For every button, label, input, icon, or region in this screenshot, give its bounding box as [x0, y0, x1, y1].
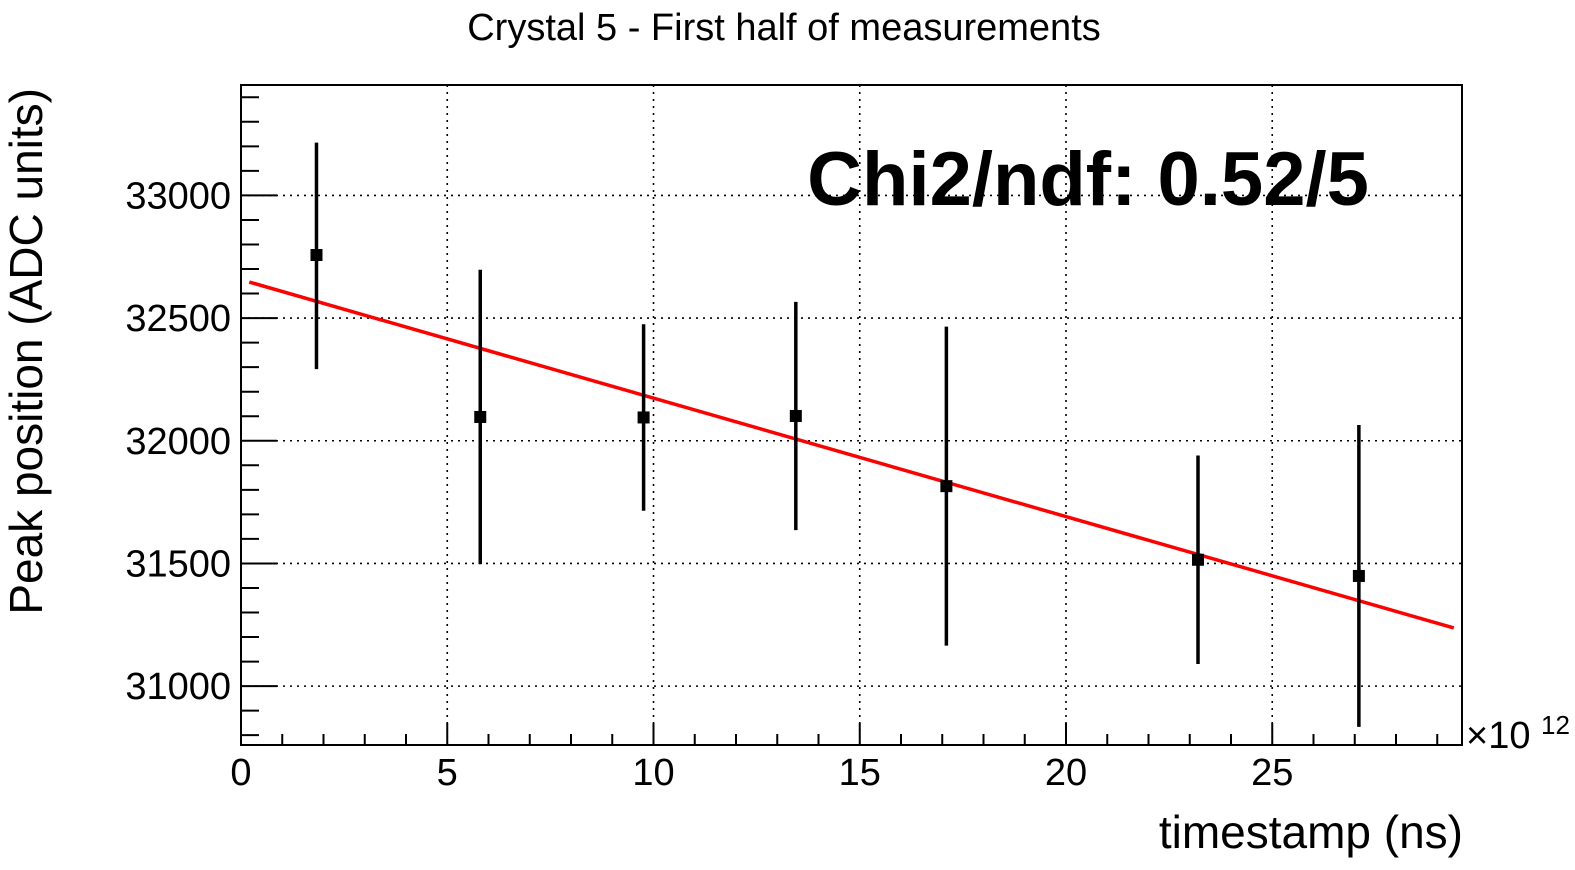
- x-tick-label: 0: [230, 752, 251, 794]
- x-exponent-power: 12: [1541, 710, 1570, 740]
- x-axis-label: timestamp (ns): [1159, 806, 1463, 858]
- x-tick-label: 5: [437, 752, 458, 794]
- plot-frame: [240, 84, 1463, 746]
- data-point-group: [310, 142, 323, 370]
- chi2-annotation: Chi2/ndf: 0.52/5: [807, 137, 1369, 222]
- data-point: [637, 411, 650, 424]
- data-point: [789, 409, 802, 422]
- data-point-group: [474, 269, 487, 565]
- data-point: [1192, 553, 1204, 566]
- y-tick-label: 33000: [125, 175, 231, 217]
- fit-layer: [248, 280, 1455, 630]
- x-exponent-base: ×10: [1466, 715, 1530, 757]
- grid: [241, 85, 1462, 745]
- x-tick-label: 10: [632, 752, 674, 794]
- chart-title: Crystal 5 - First half of measurements: [467, 7, 1101, 49]
- data-point: [940, 480, 953, 493]
- x-tick-label: 20: [1045, 752, 1087, 794]
- axes: 0 5 10 15 20 25 31000 31500 32000 32500 33000: [125, 96, 1439, 794]
- data-point: [1352, 569, 1365, 582]
- data-point-group: [940, 326, 953, 646]
- y-tick-label: 32000: [125, 421, 231, 463]
- data-point-group: [789, 301, 802, 531]
- x-exponent: ×10 12: [1466, 710, 1570, 757]
- fit-line: [248, 280, 1455, 630]
- data-point-group: [637, 324, 650, 511]
- data-point: [310, 249, 323, 262]
- x-tick-label: 25: [1251, 752, 1293, 794]
- y-tick-label: 32500: [125, 298, 231, 340]
- y-tick-label: 31000: [125, 666, 231, 708]
- y-tick-label: 31500: [125, 543, 231, 585]
- x-tick-label: 15: [839, 752, 881, 794]
- data-point-group: [1352, 425, 1365, 727]
- data-point: [474, 410, 487, 423]
- y-axis-label: Peak position (ADC units): [0, 88, 52, 615]
- data-points: [310, 142, 1365, 727]
- data-point-group: [1192, 455, 1204, 665]
